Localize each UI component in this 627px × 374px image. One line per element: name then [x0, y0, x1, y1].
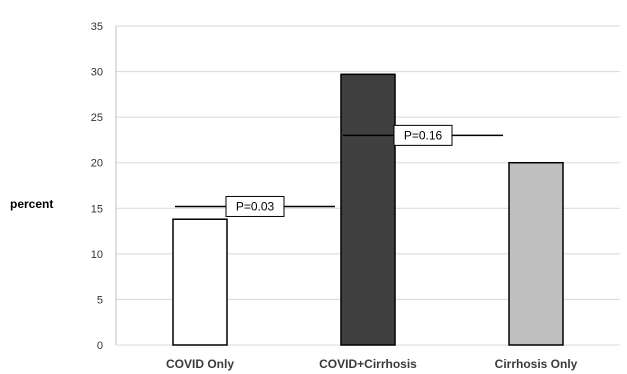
y-tick-label: 15 — [91, 203, 103, 215]
y-axis-label: percent — [10, 197, 53, 211]
p-value-box — [393, 124, 453, 146]
category-labels: COVID Only COVID+Cirrhosis Cirrhosis Only — [166, 357, 578, 371]
y-tick-label: 10 — [91, 249, 103, 261]
y-tick-label: 25 — [91, 112, 103, 124]
category-label: Cirrhosis Only — [495, 357, 578, 371]
bar — [508, 161, 564, 346]
bar — [172, 218, 228, 346]
y-tick-label: 20 — [91, 158, 103, 170]
y-tick-labels: 0 5 10 15 20 25 30 35 — [91, 21, 103, 352]
y-tick-label: 30 — [91, 67, 103, 79]
y-tick-label: 5 — [97, 294, 103, 306]
bars — [172, 73, 564, 346]
p-value-label: P=0.03 — [236, 199, 275, 213]
p-value-label: P=0.16 — [404, 128, 443, 142]
bar — [340, 73, 396, 346]
category-label: COVID Only — [166, 357, 234, 371]
y-tick-label: 35 — [91, 21, 103, 33]
p-value-box — [225, 195, 285, 217]
category-label: COVID+Cirrhosis — [319, 357, 417, 371]
p-value-annotations: P=0.03 P=0.16 — [175, 124, 503, 217]
y-tick-label: 0 — [97, 340, 103, 352]
